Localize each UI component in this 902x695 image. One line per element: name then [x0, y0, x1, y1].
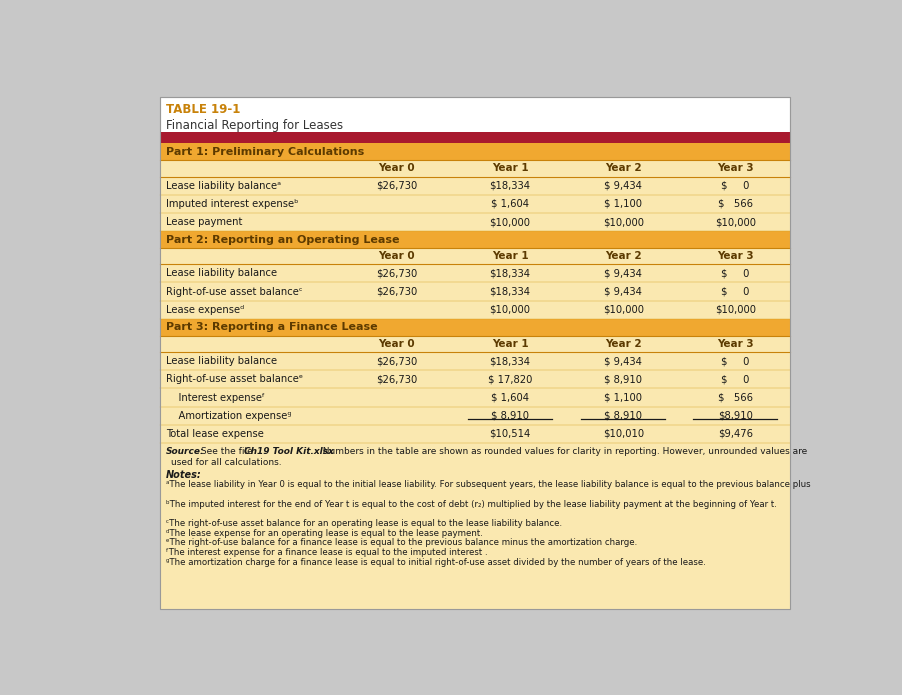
FancyBboxPatch shape: [161, 131, 789, 143]
Text: $     0: $ 0: [720, 286, 749, 297]
Text: Year 0: Year 0: [378, 339, 415, 349]
FancyBboxPatch shape: [161, 248, 789, 264]
FancyBboxPatch shape: [161, 425, 789, 443]
Text: Year 2: Year 2: [604, 163, 641, 174]
Text: $   566: $ 566: [717, 199, 752, 208]
Text: $10,000: $10,000: [489, 217, 530, 227]
Text: $     0: $ 0: [720, 181, 749, 190]
Text: $18,334: $18,334: [489, 286, 530, 297]
FancyBboxPatch shape: [161, 370, 789, 389]
Text: Year 3: Year 3: [716, 163, 752, 174]
Text: Lease expenseᵈ: Lease expenseᵈ: [166, 305, 244, 315]
Text: $10,000: $10,000: [603, 305, 643, 315]
Text: used for all calculations.: used for all calculations.: [170, 458, 281, 467]
Text: ᵃThe lease liability in Year 0 is equal to the initial lease liability. For subs: ᵃThe lease liability in Year 0 is equal …: [166, 480, 902, 489]
Text: $ 8,910: $ 8,910: [491, 411, 529, 420]
Text: Ch19 Tool Kit.xlsx: Ch19 Tool Kit.xlsx: [244, 448, 333, 457]
Text: Notes:: Notes:: [166, 470, 201, 480]
FancyBboxPatch shape: [161, 282, 789, 301]
Text: $ 9,434: $ 9,434: [603, 356, 641, 366]
FancyBboxPatch shape: [161, 213, 789, 231]
Text: . Numbers in the table are shown as rounded values for clarity in reporting. How: . Numbers in the table are shown as roun…: [317, 448, 806, 457]
Text: Lease liability balanceᵃ: Lease liability balanceᵃ: [166, 181, 281, 190]
FancyBboxPatch shape: [161, 264, 789, 282]
Text: Year 3: Year 3: [716, 339, 752, 349]
Text: $ 1,100: $ 1,100: [603, 199, 641, 208]
Text: Year 1: Year 1: [492, 252, 528, 261]
FancyBboxPatch shape: [161, 177, 789, 195]
Text: Year 0: Year 0: [378, 163, 415, 174]
Text: $18,334: $18,334: [489, 268, 530, 279]
FancyBboxPatch shape: [161, 389, 789, 407]
Text: Imputed interest expenseᵇ: Imputed interest expenseᵇ: [166, 199, 299, 208]
Text: Part 3: Reporting a Finance Lease: Part 3: Reporting a Finance Lease: [166, 322, 377, 332]
Text: $ 17,820: $ 17,820: [487, 375, 531, 384]
FancyBboxPatch shape: [161, 352, 789, 370]
Text: $   566: $ 566: [717, 393, 752, 402]
Text: Amortization expenseᵍ: Amortization expenseᵍ: [166, 411, 291, 420]
Text: $26,730: $26,730: [375, 268, 417, 279]
Text: ᵈThe lease expense for an operating lease is equal to the lease payment.: ᵈThe lease expense for an operating leas…: [166, 529, 483, 538]
FancyBboxPatch shape: [161, 195, 789, 213]
Text: Year 3: Year 3: [716, 252, 752, 261]
Text: ᶜThe right-of-use asset balance for an operating lease is equal to the lease lia: ᶜThe right-of-use asset balance for an o…: [166, 519, 562, 528]
Text: $26,730: $26,730: [375, 375, 417, 384]
Text: Year 1: Year 1: [492, 163, 528, 174]
Text: ᶠThe interest expense for a finance lease is equal to the imputed interest .: ᶠThe interest expense for a finance leas…: [166, 548, 487, 557]
Text: Right-of-use asset balanceᶜ: Right-of-use asset balanceᶜ: [166, 286, 302, 297]
Text: $     0: $ 0: [720, 268, 749, 279]
Text: $9,476: $9,476: [717, 429, 752, 439]
Text: $ 1,604: $ 1,604: [491, 199, 529, 208]
Text: See the file: See the file: [198, 448, 255, 457]
Text: Right-of-use asset balanceᵉ: Right-of-use asset balanceᵉ: [166, 375, 303, 384]
Text: Year 2: Year 2: [604, 339, 641, 349]
Text: $ 1,100: $ 1,100: [603, 393, 641, 402]
FancyBboxPatch shape: [161, 407, 789, 425]
Text: TABLE 19-1: TABLE 19-1: [166, 103, 240, 116]
Text: Total lease expense: Total lease expense: [166, 429, 263, 439]
Text: Year 2: Year 2: [604, 252, 641, 261]
Text: $18,334: $18,334: [489, 181, 530, 190]
Text: Part 1: Preliminary Calculations: Part 1: Preliminary Calculations: [166, 147, 364, 157]
Text: $18,334: $18,334: [489, 356, 530, 366]
Text: $10,000: $10,000: [713, 217, 755, 227]
Text: ᵍThe amortization charge for a finance lease is equal to initial right-of-use as: ᵍThe amortization charge for a finance l…: [166, 557, 705, 566]
Text: $8,910: $8,910: [717, 411, 751, 420]
FancyBboxPatch shape: [161, 143, 789, 161]
Text: Source:: Source:: [166, 448, 205, 457]
Text: $     0: $ 0: [720, 375, 749, 384]
Text: Part 2: Reporting an Operating Lease: Part 2: Reporting an Operating Lease: [166, 235, 399, 245]
Text: $ 8,910: $ 8,910: [603, 411, 641, 420]
FancyBboxPatch shape: [161, 161, 789, 177]
Text: Financial Reporting for Leases: Financial Reporting for Leases: [166, 120, 343, 132]
FancyBboxPatch shape: [161, 443, 789, 609]
Text: Lease payment: Lease payment: [166, 217, 242, 227]
FancyBboxPatch shape: [161, 231, 789, 248]
Text: $10,000: $10,000: [489, 305, 530, 315]
Text: $10,010: $10,010: [603, 429, 643, 439]
Text: Lease liability balance: Lease liability balance: [166, 268, 277, 279]
Text: ᵇThe imputed interest for the end of Year t is equal to the cost of debt (r₂) mu: ᵇThe imputed interest for the end of Yea…: [166, 500, 776, 509]
FancyBboxPatch shape: [161, 319, 789, 336]
Text: ᵉThe right-of-use balance for a finance lease is equal to the previous balance m: ᵉThe right-of-use balance for a finance …: [166, 539, 637, 547]
Text: Year 1: Year 1: [492, 339, 528, 349]
Text: $ 1,604: $ 1,604: [491, 393, 529, 402]
FancyBboxPatch shape: [161, 336, 789, 352]
Text: $     0: $ 0: [720, 356, 749, 366]
Text: Year 0: Year 0: [378, 252, 415, 261]
Text: $26,730: $26,730: [375, 356, 417, 366]
Text: $10,000: $10,000: [603, 217, 643, 227]
Text: $ 9,434: $ 9,434: [603, 286, 641, 297]
Text: $ 8,910: $ 8,910: [603, 375, 641, 384]
Text: $26,730: $26,730: [375, 286, 417, 297]
Text: $ 9,434: $ 9,434: [603, 181, 641, 190]
Text: $ 9,434: $ 9,434: [603, 268, 641, 279]
FancyBboxPatch shape: [161, 301, 789, 319]
Text: Interest expenseᶠ: Interest expenseᶠ: [166, 393, 264, 402]
Text: $10,514: $10,514: [489, 429, 530, 439]
FancyBboxPatch shape: [161, 97, 789, 609]
Text: $10,000: $10,000: [713, 305, 755, 315]
Text: Lease liability balance: Lease liability balance: [166, 356, 277, 366]
Text: $26,730: $26,730: [375, 181, 417, 190]
